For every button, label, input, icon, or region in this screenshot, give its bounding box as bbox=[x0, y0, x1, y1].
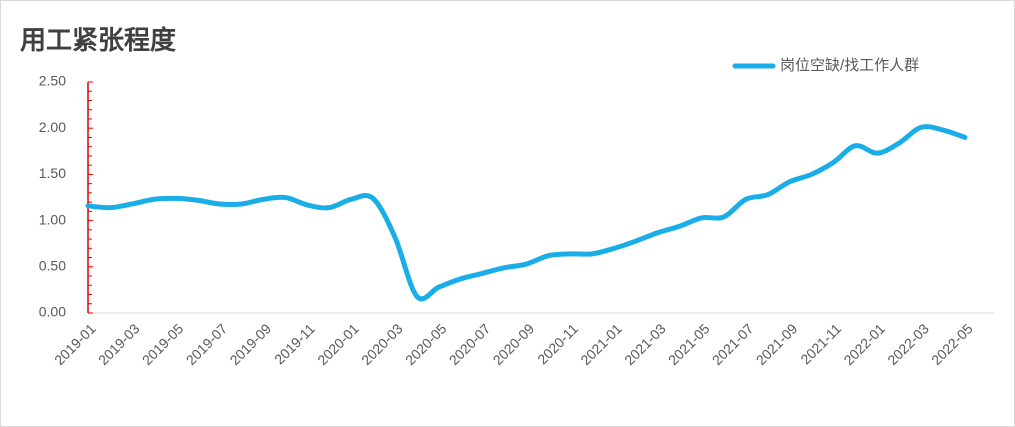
y-tick-label: 2.00 bbox=[39, 119, 66, 135]
y-tick-label: 0.00 bbox=[39, 304, 66, 320]
y-tick-label: 1.50 bbox=[39, 165, 66, 181]
y-tick-label: 1.00 bbox=[39, 211, 66, 227]
chart-title: 用工紧张程度 bbox=[20, 25, 176, 55]
y-tick-label: 0.50 bbox=[39, 258, 66, 274]
line-series bbox=[85, 124, 968, 302]
legend-label: 岗位空缺/找工作人群 bbox=[780, 57, 919, 74]
y-tick-label: 2.50 bbox=[39, 73, 66, 89]
